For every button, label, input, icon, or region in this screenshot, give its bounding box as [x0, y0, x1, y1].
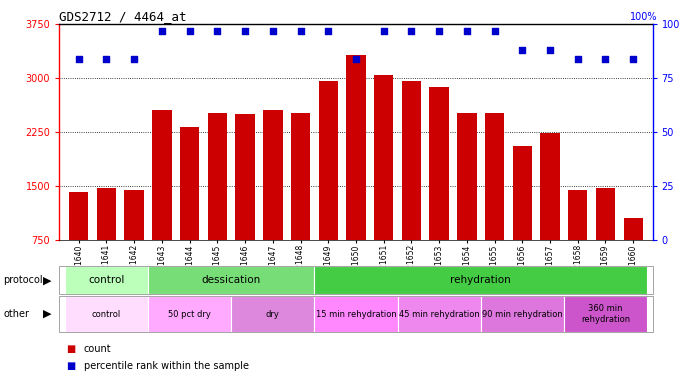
Point: [378, 28, 389, 34]
Text: 100%: 100%: [630, 12, 658, 22]
Text: count: count: [84, 344, 112, 354]
Text: 90 min rehydration: 90 min rehydration: [482, 310, 563, 319]
Point: [461, 28, 473, 34]
Point: [628, 56, 639, 62]
Text: percentile rank within the sample: percentile rank within the sample: [84, 361, 248, 370]
Point: [350, 56, 362, 62]
Point: [73, 56, 84, 62]
Text: ▶: ▶: [43, 275, 52, 285]
Point: [600, 56, 611, 62]
Bar: [512, 146, 532, 240]
Point: [184, 28, 195, 34]
Text: 50 pct dry: 50 pct dry: [168, 310, 211, 319]
Text: rehydration: rehydration: [450, 275, 511, 285]
Text: control: control: [92, 310, 121, 319]
Text: dry: dry: [266, 310, 280, 319]
Text: ■: ■: [66, 361, 75, 370]
Point: [101, 56, 112, 62]
Bar: [568, 190, 588, 240]
Text: ■: ■: [66, 344, 75, 354]
Point: [433, 28, 445, 34]
Text: protocol: protocol: [3, 275, 43, 285]
Point: [544, 47, 556, 53]
Bar: [402, 81, 421, 240]
Text: 15 min rehydration: 15 min rehydration: [315, 310, 396, 319]
Text: 45 min rehydration: 45 min rehydration: [399, 310, 480, 319]
Text: ▶: ▶: [43, 309, 52, 319]
Bar: [429, 87, 449, 240]
Bar: [374, 75, 394, 240]
Text: GDS2712 / 4464_at: GDS2712 / 4464_at: [59, 10, 187, 23]
Point: [322, 28, 334, 34]
Bar: [540, 133, 560, 240]
Bar: [207, 113, 227, 240]
Point: [156, 28, 168, 34]
Point: [295, 28, 306, 34]
Bar: [596, 188, 615, 240]
Bar: [318, 81, 338, 240]
Bar: [346, 55, 366, 240]
Text: control: control: [88, 275, 125, 285]
Bar: [97, 188, 116, 240]
Point: [211, 28, 223, 34]
Bar: [623, 218, 643, 240]
Bar: [291, 113, 310, 240]
Text: 360 min
rehydration: 360 min rehydration: [581, 304, 630, 324]
Point: [489, 28, 500, 34]
Text: other: other: [3, 309, 29, 319]
Bar: [457, 113, 477, 240]
Point: [572, 56, 584, 62]
Point: [239, 28, 251, 34]
Text: dessication: dessication: [202, 275, 261, 285]
Bar: [124, 190, 144, 240]
Bar: [263, 110, 283, 240]
Bar: [152, 110, 172, 240]
Bar: [69, 192, 89, 240]
Bar: [235, 114, 255, 240]
Bar: [485, 113, 504, 240]
Point: [267, 28, 279, 34]
Point: [406, 28, 417, 34]
Point: [517, 47, 528, 53]
Point: [128, 56, 140, 62]
Bar: [180, 127, 200, 240]
